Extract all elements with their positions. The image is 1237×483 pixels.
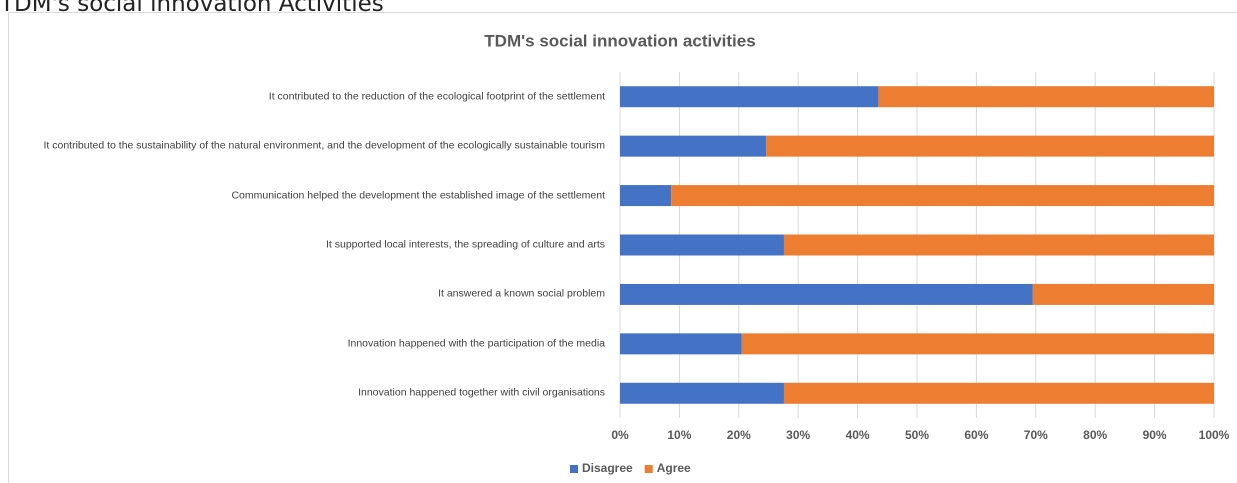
legend-label: Agree bbox=[657, 461, 691, 475]
y-tick-label: Communication helped the development the… bbox=[231, 189, 605, 202]
y-tick-label: Innovation happened with the participati… bbox=[347, 337, 605, 350]
x-tick-label: 60% bbox=[964, 428, 988, 442]
legend-swatch bbox=[570, 465, 578, 473]
y-tick-label: It contributed to the sustainability of … bbox=[43, 139, 606, 152]
x-tick-label: 50% bbox=[905, 428, 929, 442]
bar-segment bbox=[783, 382, 1214, 404]
legend-label: Disagree bbox=[582, 461, 633, 475]
y-tick-label: It contributed to the reduction of the e… bbox=[268, 90, 605, 103]
x-tick-label: 90% bbox=[1143, 428, 1167, 442]
chart-frame bbox=[8, 12, 1237, 483]
bar-segment bbox=[1032, 283, 1214, 305]
bar-segment bbox=[620, 234, 784, 256]
x-tick-label: 100% bbox=[1199, 428, 1230, 442]
x-tick-label: 30% bbox=[786, 428, 810, 442]
x-tick-label: 70% bbox=[1024, 428, 1048, 442]
y-tick-label: It answered a known social problem bbox=[438, 287, 605, 300]
legend-swatch bbox=[644, 465, 653, 473]
x-tick-label: 10% bbox=[667, 428, 691, 442]
bar-segment bbox=[620, 135, 767, 157]
chart-title: TDM's social innovation activities bbox=[484, 31, 755, 50]
x-tick-label: 20% bbox=[727, 428, 751, 442]
x-tick-label: 0% bbox=[611, 428, 629, 442]
x-tick-label: 80% bbox=[1083, 428, 1107, 442]
bar-segment bbox=[741, 333, 1214, 355]
bar-segment bbox=[878, 86, 1214, 108]
x-tick-label: 40% bbox=[846, 428, 870, 442]
bar-segment bbox=[620, 382, 784, 404]
bar-segment bbox=[766, 135, 1214, 157]
bar-segment bbox=[783, 234, 1214, 256]
bar-segment bbox=[620, 185, 672, 207]
y-tick-label: It supported local interests, the spread… bbox=[326, 238, 605, 251]
bar-segment bbox=[671, 185, 1214, 207]
bar-segment bbox=[620, 333, 742, 355]
bar-segment bbox=[620, 86, 879, 108]
bar-segment bbox=[620, 283, 1033, 305]
y-tick-label: Innovation happened together with civil … bbox=[358, 386, 605, 399]
